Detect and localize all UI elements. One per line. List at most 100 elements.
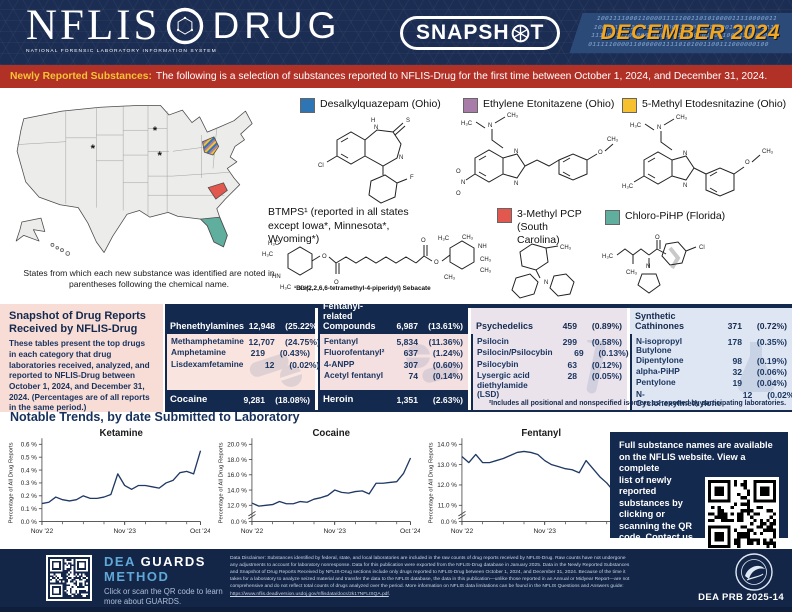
state-borders (17, 105, 231, 217)
snapshot-badge: SNAPSH T (400, 16, 561, 50)
table-row: Dipentylone 98 (0.19%) (636, 354, 787, 366)
svg-text:H₃C: H₃C (622, 184, 634, 190)
snapshot-intro-panel: Snapshot of Drug Reports Received by NFL… (0, 304, 163, 412)
pills-watermark-icon (405, 344, 458, 383)
svg-text:16.0 %: 16.0 % (227, 472, 247, 479)
svg-text:CH₃: CH₃ (462, 235, 474, 241)
camera-aperture-icon (511, 24, 529, 42)
svg-text:11.0 %: 11.0 % (438, 503, 458, 510)
svg-text:H₃C: H₃C (262, 252, 274, 258)
svg-text:CH₃: CH₃ (480, 257, 492, 263)
table-column-synthetic-cathinones: Synthetic Cathinones 371 (0.72%) N-isopr… (630, 308, 792, 411)
table-row: Lysergic acid diethylamide (LSD) 28 (0.05%… (477, 370, 622, 399)
color-swatch (605, 210, 620, 225)
svg-text:N: N (488, 123, 492, 129)
test-tube-watermark-icon (586, 340, 606, 394)
svg-text:*: * (91, 143, 96, 155)
svg-text:13.0 %: 13.0 % (437, 462, 457, 469)
svg-text:0.3 %: 0.3 % (21, 480, 38, 487)
pills-watermark-icon (249, 354, 302, 387)
svg-text:O: O (655, 235, 660, 241)
substance-name-btmps: BTMPS¹ (reported in all states except Io… (268, 206, 409, 246)
info-text-intro: Full substance names are available on th… (619, 440, 773, 473)
table-row: Psilocin 299 (0.58%) (477, 336, 622, 347)
svg-text:Cl: Cl (699, 245, 705, 251)
svg-text:CH₃: CH₃ (762, 149, 774, 155)
column-header: Fentanyl and Fentanyl-related Compounds … (318, 291, 468, 334)
color-swatch (497, 208, 512, 223)
svg-text:0.4 %: 0.4 % (21, 467, 38, 474)
svg-text:N: N (461, 180, 465, 186)
legend-item-5-methyl-etodesnitazine: 5-Methyl Etodesnitazine (Ohio) (622, 98, 786, 113)
substance-list-qr-code[interactable] (705, 476, 779, 551)
guards-caption: Click or scan the QR code to learn more … (104, 587, 223, 606)
svg-text:N: N (514, 181, 518, 187)
svg-text:0.0 %: 0.0 % (441, 519, 458, 526)
svg-text:N: N (399, 155, 403, 161)
color-swatch (622, 98, 637, 113)
trends-title: Notable Trends, by date Submitted to Lab… (10, 410, 300, 424)
info-text-rest: list of newly reported substances by cli… (619, 474, 694, 554)
svg-text:N: N (683, 151, 687, 157)
svg-text:18.0 %: 18.0 % (227, 457, 247, 464)
svg-text:*: * (158, 150, 163, 162)
data-disclaimer: Data Disclaimer: Substances identified b… (230, 555, 632, 598)
chemical-structure-5-methyl-etodesnitazine-icon: H₃C N CH₃ N N H₃C O CH₃ (622, 115, 774, 197)
nflis-tagline: NATIONAL FORENSIC LABORATORY INFORMATION… (26, 49, 217, 55)
btmps-footnote: ¹Bis(2,2,6,6-tetramethyl-4-piperidyl) Se… (294, 285, 431, 292)
table-row: Lisdexamfetamine 12 (0.02%) (171, 358, 320, 370)
ohio-highlight (202, 136, 220, 156)
svg-text:Nov '23: Nov '23 (113, 528, 136, 535)
substance-name: 3-Methyl PCP (South Carolina) (517, 208, 582, 247)
svg-text:20.0 %: 20.0 % (227, 442, 247, 449)
substance-name: Desalkylquazepam (Ohio) (320, 98, 441, 110)
table-row: alpha-PiHP 32 (0.06%) (636, 365, 787, 377)
svg-text:NH: NH (478, 244, 487, 250)
legend-item-desalkylquazepam: Desalkylquazepam (Ohio) (300, 98, 441, 113)
snapshot-badge-text-left: SNAPSH (416, 21, 510, 44)
svg-text:N: N (544, 280, 548, 286)
table-row: N-isopropyl Butylone 178 (0.35%) (636, 336, 787, 356)
svg-text:N: N (514, 149, 518, 155)
svg-text:*: * (153, 125, 158, 137)
newly-reported-section: * * * States from which each new substance… (0, 88, 792, 304)
drug-logo-text: DRUG (212, 4, 342, 46)
color-swatch (300, 98, 315, 113)
map-caption: States from which each new substance was… (23, 268, 275, 290)
disclaimer-link[interactable]: https://www.nflis.deadiversion.usdoj.gov… (230, 591, 389, 597)
column-header: Psychedelics 459 (0.89%) (476, 320, 622, 331)
svg-text:O: O (334, 280, 339, 286)
svg-text:H₃C: H₃C (268, 241, 280, 247)
us-map: * * * (15, 104, 253, 256)
excluded-state-asterisks: * * * (91, 125, 163, 162)
document-number: DEA PRB 2025-14 (698, 592, 784, 603)
table-footer-heroin: Heroin 1,351 (2.63%) (318, 390, 468, 410)
cocaine-chart: Cocaine 0.0 % 12.0 % 14.0 % 16.0 % 18.0 % 20.0… (214, 426, 421, 548)
color-swatch (463, 98, 478, 113)
newly-reported-banner: Newly Reported Substances: The following… (0, 65, 792, 88)
svg-text:O: O (456, 169, 461, 175)
svg-text:14.0 %: 14.0 % (437, 442, 457, 449)
legend-item-chloro-pihp: Chloro-PiHP (Florida) (605, 210, 725, 225)
svg-text:S: S (406, 118, 410, 124)
svg-text:O: O (456, 191, 461, 197)
table-row: Acetyl fentanyl 74 (0.14%) (324, 370, 463, 382)
svg-text:CH₃: CH₃ (607, 137, 619, 143)
snapshot-section: Snapshot of Drug Reports Received by NFL… (0, 291, 792, 412)
svg-text:Nov '23: Nov '23 (533, 528, 556, 535)
svg-text:Percentage of All Drug Reports: Percentage of All Drug Reports (428, 442, 434, 523)
guards-name-label: GUARDS (140, 554, 206, 569)
svg-text:Nov '23: Nov '23 (323, 528, 346, 535)
svg-text:12.0 %: 12.0 % (227, 503, 247, 510)
table-row: 4-ANPP 307 (0.60%) (324, 358, 463, 370)
alaska-shape (15, 217, 46, 242)
substance-names-info-box: Full substance names are available on th… (610, 432, 788, 565)
guards-qr-code[interactable] (46, 555, 92, 601)
header: NFLIS DRUG NATIONAL FORENSIC LABORATORY … (0, 0, 792, 65)
legend-item-ethylene-etonitazene: Ethylene Etonitazene (Ohio) (463, 98, 614, 113)
guards-method-label: METHOD (104, 569, 170, 584)
flask-watermark-icon (737, 342, 775, 393)
svg-text:CH₃: CH₃ (626, 270, 638, 276)
